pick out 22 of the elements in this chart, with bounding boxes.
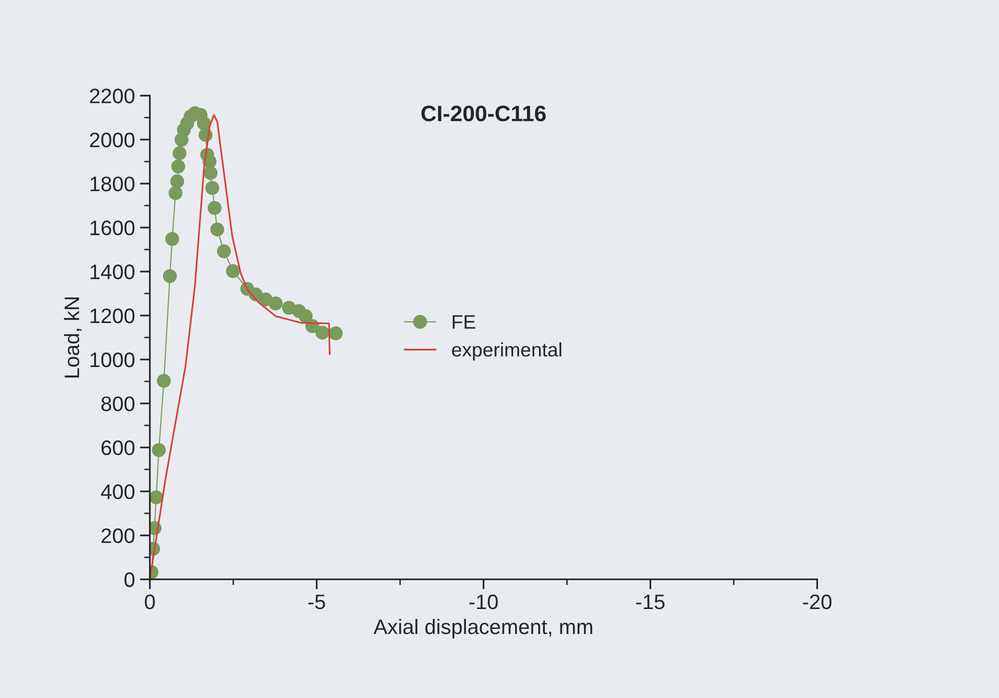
- y-tick-label: 1200: [90, 308, 134, 324]
- x-tick-label: 0: [144, 594, 155, 610]
- legend-label: FE: [452, 315, 476, 329]
- y-tick-label: 400: [100, 484, 134, 500]
- x-tick-label: -15: [636, 594, 665, 610]
- y-tick-label: 1000: [90, 352, 134, 368]
- y-tick-label: 1800: [90, 176, 134, 192]
- chart-title: CI-200-C116: [421, 106, 546, 122]
- x-tick-label: -5: [308, 594, 326, 610]
- y-tick-label: 800: [101, 396, 134, 412]
- y-tick-label: 2000: [90, 132, 134, 148]
- x-tick-label: -20: [803, 594, 832, 610]
- y-tick-label: 600: [102, 440, 134, 456]
- y-axis-title: Load, kN: [64, 297, 82, 378]
- y-tick-label: 200: [102, 528, 134, 544]
- x-axis-title: Axial displacement, mm: [374, 618, 592, 638]
- legend-label: experimental: [452, 342, 562, 360]
- x-tick-label: -10: [469, 594, 498, 610]
- y-tick-label: 2200: [90, 88, 134, 104]
- y-tick-label: 1600: [90, 220, 134, 236]
- y-tick-label: 1400: [90, 264, 134, 280]
- y-tick-label: 0: [124, 572, 134, 588]
